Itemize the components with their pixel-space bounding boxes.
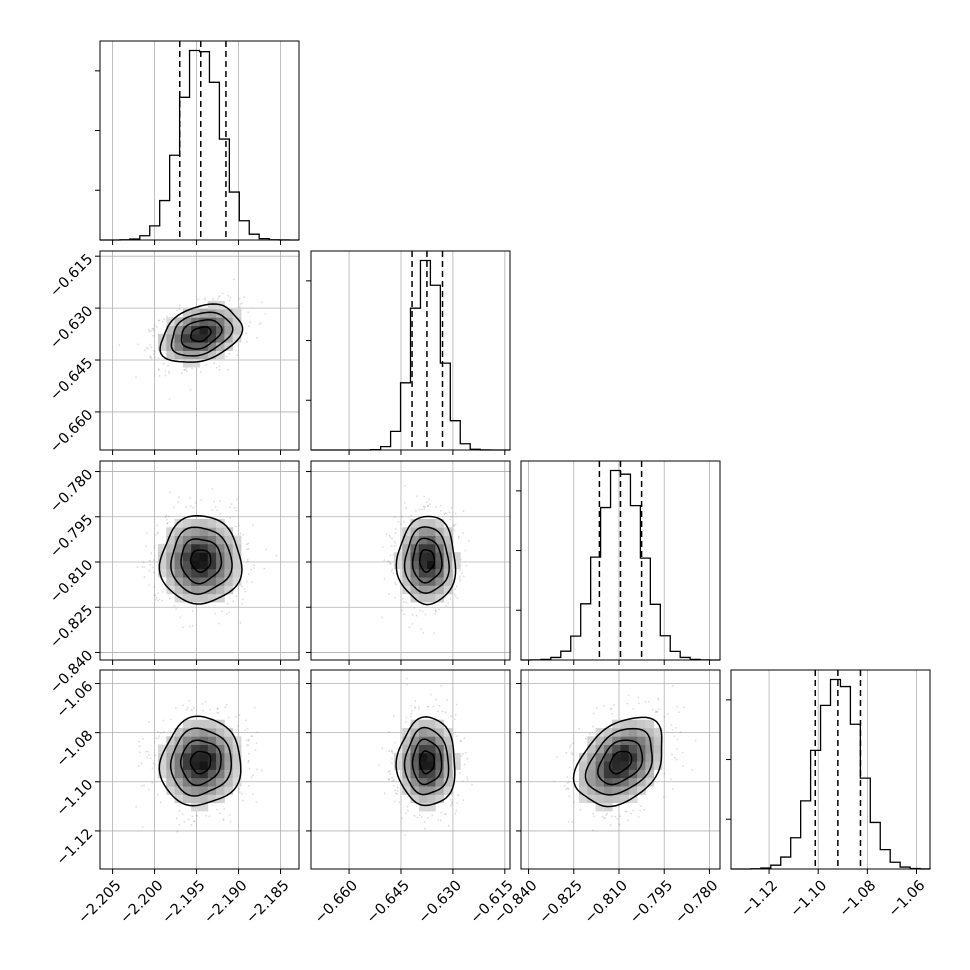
histogram-panel-3: [726, 669, 931, 874]
x-tick-label: −0.795: [627, 878, 676, 927]
density-cells: [158, 300, 242, 368]
scatter-panel-1-3: [306, 669, 511, 874]
scatter-points: [553, 684, 697, 832]
density-cells: [393, 719, 461, 812]
panel-frame: [310, 669, 511, 870]
histogram-step: [311, 259, 510, 451]
y-tick-label: −0.825: [47, 602, 96, 651]
contours: [395, 716, 456, 807]
contours: [159, 303, 244, 363]
y-tick-label: −0.810: [47, 557, 96, 606]
x-tick-label: −1.08: [837, 878, 880, 921]
y-tick-label: −0.645: [47, 355, 96, 404]
x-tick-label: −2.185: [243, 878, 292, 927]
histogram-step: [730, 678, 931, 870]
x-tick-label: −1.10: [788, 878, 831, 921]
y-tick-label: −0.615: [47, 251, 96, 300]
scatter-points: [118, 278, 267, 400]
histogram-panel-2: [516, 460, 721, 665]
y-tick-label: −1.08: [54, 728, 97, 771]
contours: [158, 715, 242, 807]
grid-lines: [348, 251, 506, 450]
scatter-points: [135, 699, 263, 833]
panel-frame: [730, 669, 931, 870]
grid-lines: [100, 251, 299, 450]
panel-frame: [310, 250, 511, 451]
scatter-panel-1-2: [306, 460, 511, 665]
grid-lines: [100, 461, 299, 660]
x-tick-label: −0.630: [416, 878, 465, 927]
x-tick-label: −1.06: [886, 878, 929, 921]
x-tick-label: −0.660: [312, 878, 361, 927]
histogram-panel-0: [95, 40, 300, 245]
grid-lines: [768, 670, 917, 869]
contours: [158, 515, 243, 605]
y-tick-label: −1.10: [54, 777, 97, 820]
histogram-step: [99, 49, 300, 241]
x-tick-label: −2.205: [75, 878, 124, 927]
histogram-panel-1: [306, 250, 511, 455]
y-tick-label: −1.12: [54, 826, 97, 869]
grid-lines: [112, 41, 281, 240]
panel-frame: [520, 669, 721, 870]
x-tick-label: −0.810: [582, 878, 631, 927]
x-tick-label: −0.780: [672, 878, 721, 927]
grid-lines: [528, 461, 710, 660]
panel-frame: [99, 460, 300, 661]
density-cells: [579, 719, 663, 812]
x-tick-label: −0.825: [537, 878, 586, 927]
scatter-panel-0-3: [95, 669, 300, 874]
scatter-points: [136, 488, 278, 629]
panel-frame: [99, 669, 300, 870]
panel-frame: [99, 40, 300, 241]
x-tick-label: −0.645: [364, 878, 413, 927]
scatter-panel-0-1: [95, 250, 300, 455]
panel-frame: [310, 460, 511, 661]
scatter-panel-0-2: [95, 460, 300, 665]
panel-frame: [520, 460, 721, 661]
scatter-points: [381, 484, 470, 635]
panel-frame: [99, 250, 300, 451]
contours: [395, 515, 457, 606]
y-tick-label: −0.795: [47, 512, 96, 561]
y-tick-label: −0.660: [47, 407, 96, 456]
density-cells: [158, 719, 242, 812]
x-tick-label: −2.195: [159, 878, 208, 927]
y-tick-label: −0.780: [47, 467, 96, 516]
y-tick-label: −0.630: [47, 303, 96, 352]
x-tick-label: −2.200: [117, 878, 166, 927]
x-tick-label: −1.12: [738, 878, 781, 921]
scatter-points: [378, 677, 473, 837]
scatter-panel-2-3: [516, 669, 721, 874]
contours: [572, 716, 663, 808]
x-tick-label: −2.190: [201, 878, 250, 927]
